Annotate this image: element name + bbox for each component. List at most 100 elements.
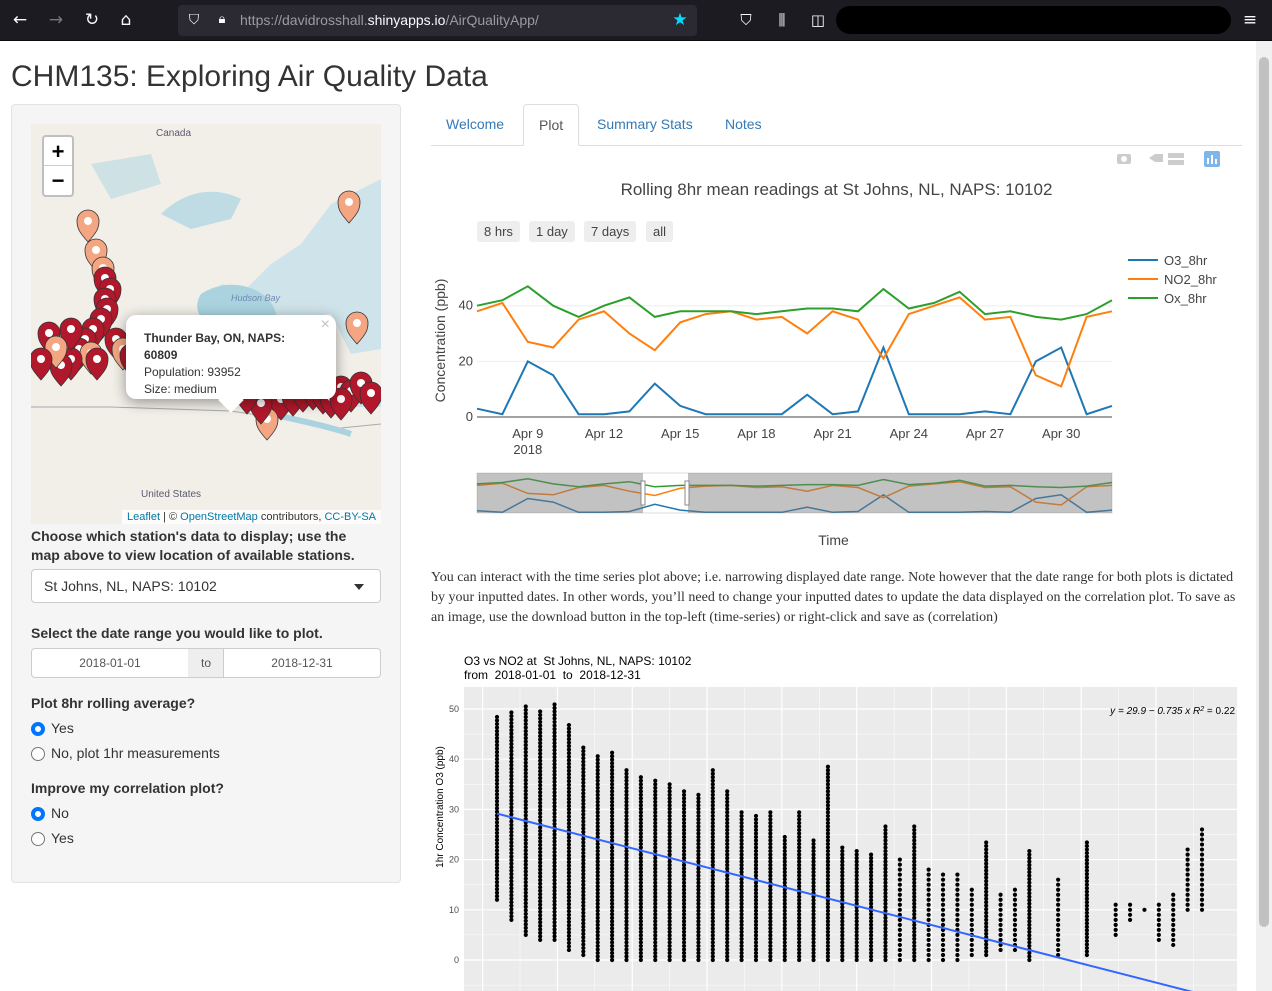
plotly-logo-icon[interactable]: [1204, 151, 1220, 167]
bookmark-star-icon[interactable]: ★: [672, 10, 688, 30]
corr-point: [854, 848, 859, 854]
back-icon[interactable]: ←: [12, 10, 28, 30]
camera-icon[interactable]: [1117, 154, 1131, 164]
corr-point: [840, 873, 845, 878]
map-marker-icon[interactable]: [31, 347, 53, 381]
radio-dot[interactable]: [31, 747, 45, 761]
range-button-8hrs[interactable]: 8 hrs: [477, 221, 520, 242]
corr-point: [653, 817, 658, 822]
corr-point: [538, 885, 543, 890]
corr-point: [595, 792, 600, 797]
lock-icon[interactable]: 🔒︎: [218, 12, 226, 27]
x-tick-label: Apr 9: [512, 426, 543, 441]
sidebar-icon[interactable]: ◫: [810, 11, 826, 29]
map-marker-icon[interactable]: [359, 381, 381, 415]
date-end-input[interactable]: 2018-12-31: [223, 648, 381, 678]
corr-point: [782, 852, 787, 857]
library-icon[interactable]: ⫼: [778, 11, 786, 29]
radio-dot[interactable]: [31, 807, 45, 821]
map-marker-icon[interactable]: [337, 190, 361, 224]
radio-dot[interactable]: [31, 722, 45, 736]
corr-point: [566, 793, 572, 798]
station-select[interactable]: St Johns, NL, NAPS: 10102: [31, 569, 381, 603]
tab-plot[interactable]: Plot: [523, 104, 580, 146]
map-marker-icon[interactable]: [329, 387, 353, 421]
corr-point: [854, 880, 859, 885]
url-bar[interactable]: ⛉ 🔒︎ https://davidrosshall.shinyapps.io/…: [178, 5, 697, 36]
corr-point: [854, 870, 859, 875]
corr-point: [797, 905, 802, 910]
scrollbar-thumb[interactable]: [1259, 57, 1269, 927]
corr-point: [840, 940, 845, 945]
corr-points: [494, 702, 1205, 963]
corr-point: [897, 927, 902, 932]
corr-point: [552, 849, 557, 855]
corr-point: [840, 884, 845, 889]
home-icon[interactable]: ⌂: [120, 10, 132, 30]
corr-point: [696, 810, 701, 815]
corr-point: [710, 855, 715, 861]
corr-point: [538, 762, 543, 767]
corr-point: [1171, 937, 1176, 943]
corr-point: [1185, 852, 1190, 857]
osm-link[interactable]: OpenStreetMap: [180, 511, 258, 523]
radio-dot[interactable]: [31, 832, 45, 846]
correlation-title: O3 vs NO2 at St Johns, NL, NAPS: 10102 fr…: [464, 654, 692, 682]
corr-point: [552, 737, 557, 742]
corr-point: [825, 947, 831, 952]
date-start-input[interactable]: 2018-01-01: [31, 648, 189, 678]
corr-point: [638, 775, 643, 780]
corr-point: [523, 806, 528, 811]
corr-point: [566, 821, 572, 826]
tab-summary-stats[interactable]: Summary Stats: [597, 116, 693, 132]
corr-point: [782, 957, 787, 963]
corr-point: [667, 873, 672, 878]
corr-point: [768, 954, 773, 959]
corr-point: [897, 882, 902, 887]
corr-point: [681, 789, 687, 794]
compare-icon[interactable]: [1149, 154, 1163, 162]
corr-point: [538, 842, 543, 848]
zoom-out-button[interactable]: −: [51, 168, 65, 193]
corr-point: [940, 907, 946, 912]
corr-point: [825, 785, 831, 790]
corr-point: [797, 954, 802, 959]
leaflet-link[interactable]: Leaflet: [126, 511, 160, 523]
corr-point: [595, 778, 600, 783]
corr-point: [667, 929, 672, 934]
corr-point: [509, 829, 514, 835]
range-button-1day[interactable]: 1 day: [529, 221, 575, 242]
range-button-all[interactable]: all: [646, 221, 674, 242]
pocket-icon[interactable]: ⛉: [740, 11, 752, 29]
tab-welcome[interactable]: Welcome: [446, 116, 505, 132]
corr-point: [667, 796, 672, 801]
corr-point: [926, 867, 931, 872]
corr-point: [797, 831, 802, 836]
license-link[interactable]: CC-BY-SA: [324, 511, 376, 523]
corr-point: [753, 926, 759, 931]
corr-point: [854, 859, 859, 864]
popup-close-button[interactable]: ×: [320, 316, 330, 333]
corr-point: [552, 881, 557, 886]
corr-point: [581, 861, 586, 866]
map-marker-icon[interactable]: [345, 311, 369, 345]
menu-icon[interactable]: ≡: [1242, 10, 1258, 30]
corr-point: [681, 936, 687, 942]
corr-point: [883, 954, 888, 959]
forward-icon[interactable]: →: [48, 10, 64, 30]
tab-notes[interactable]: Notes: [725, 116, 762, 132]
corr-point: [825, 919, 831, 924]
hover-closest-icon[interactable]: [1168, 153, 1184, 165]
corr-point: [825, 778, 831, 783]
corr-point: [610, 768, 615, 773]
corr-point: [1171, 932, 1176, 937]
map-marker-icon[interactable]: [76, 209, 100, 243]
corr-point: [897, 907, 902, 912]
reload-icon[interactable]: ↻: [84, 10, 100, 30]
shield-icon[interactable]: ⛉: [188, 12, 200, 28]
range-button-7days[interactable]: 7 days: [584, 221, 637, 242]
map-marker-icon[interactable]: [85, 347, 109, 381]
corr-point: [638, 926, 643, 931]
zoom-in-button[interactable]: +: [44, 137, 72, 166]
